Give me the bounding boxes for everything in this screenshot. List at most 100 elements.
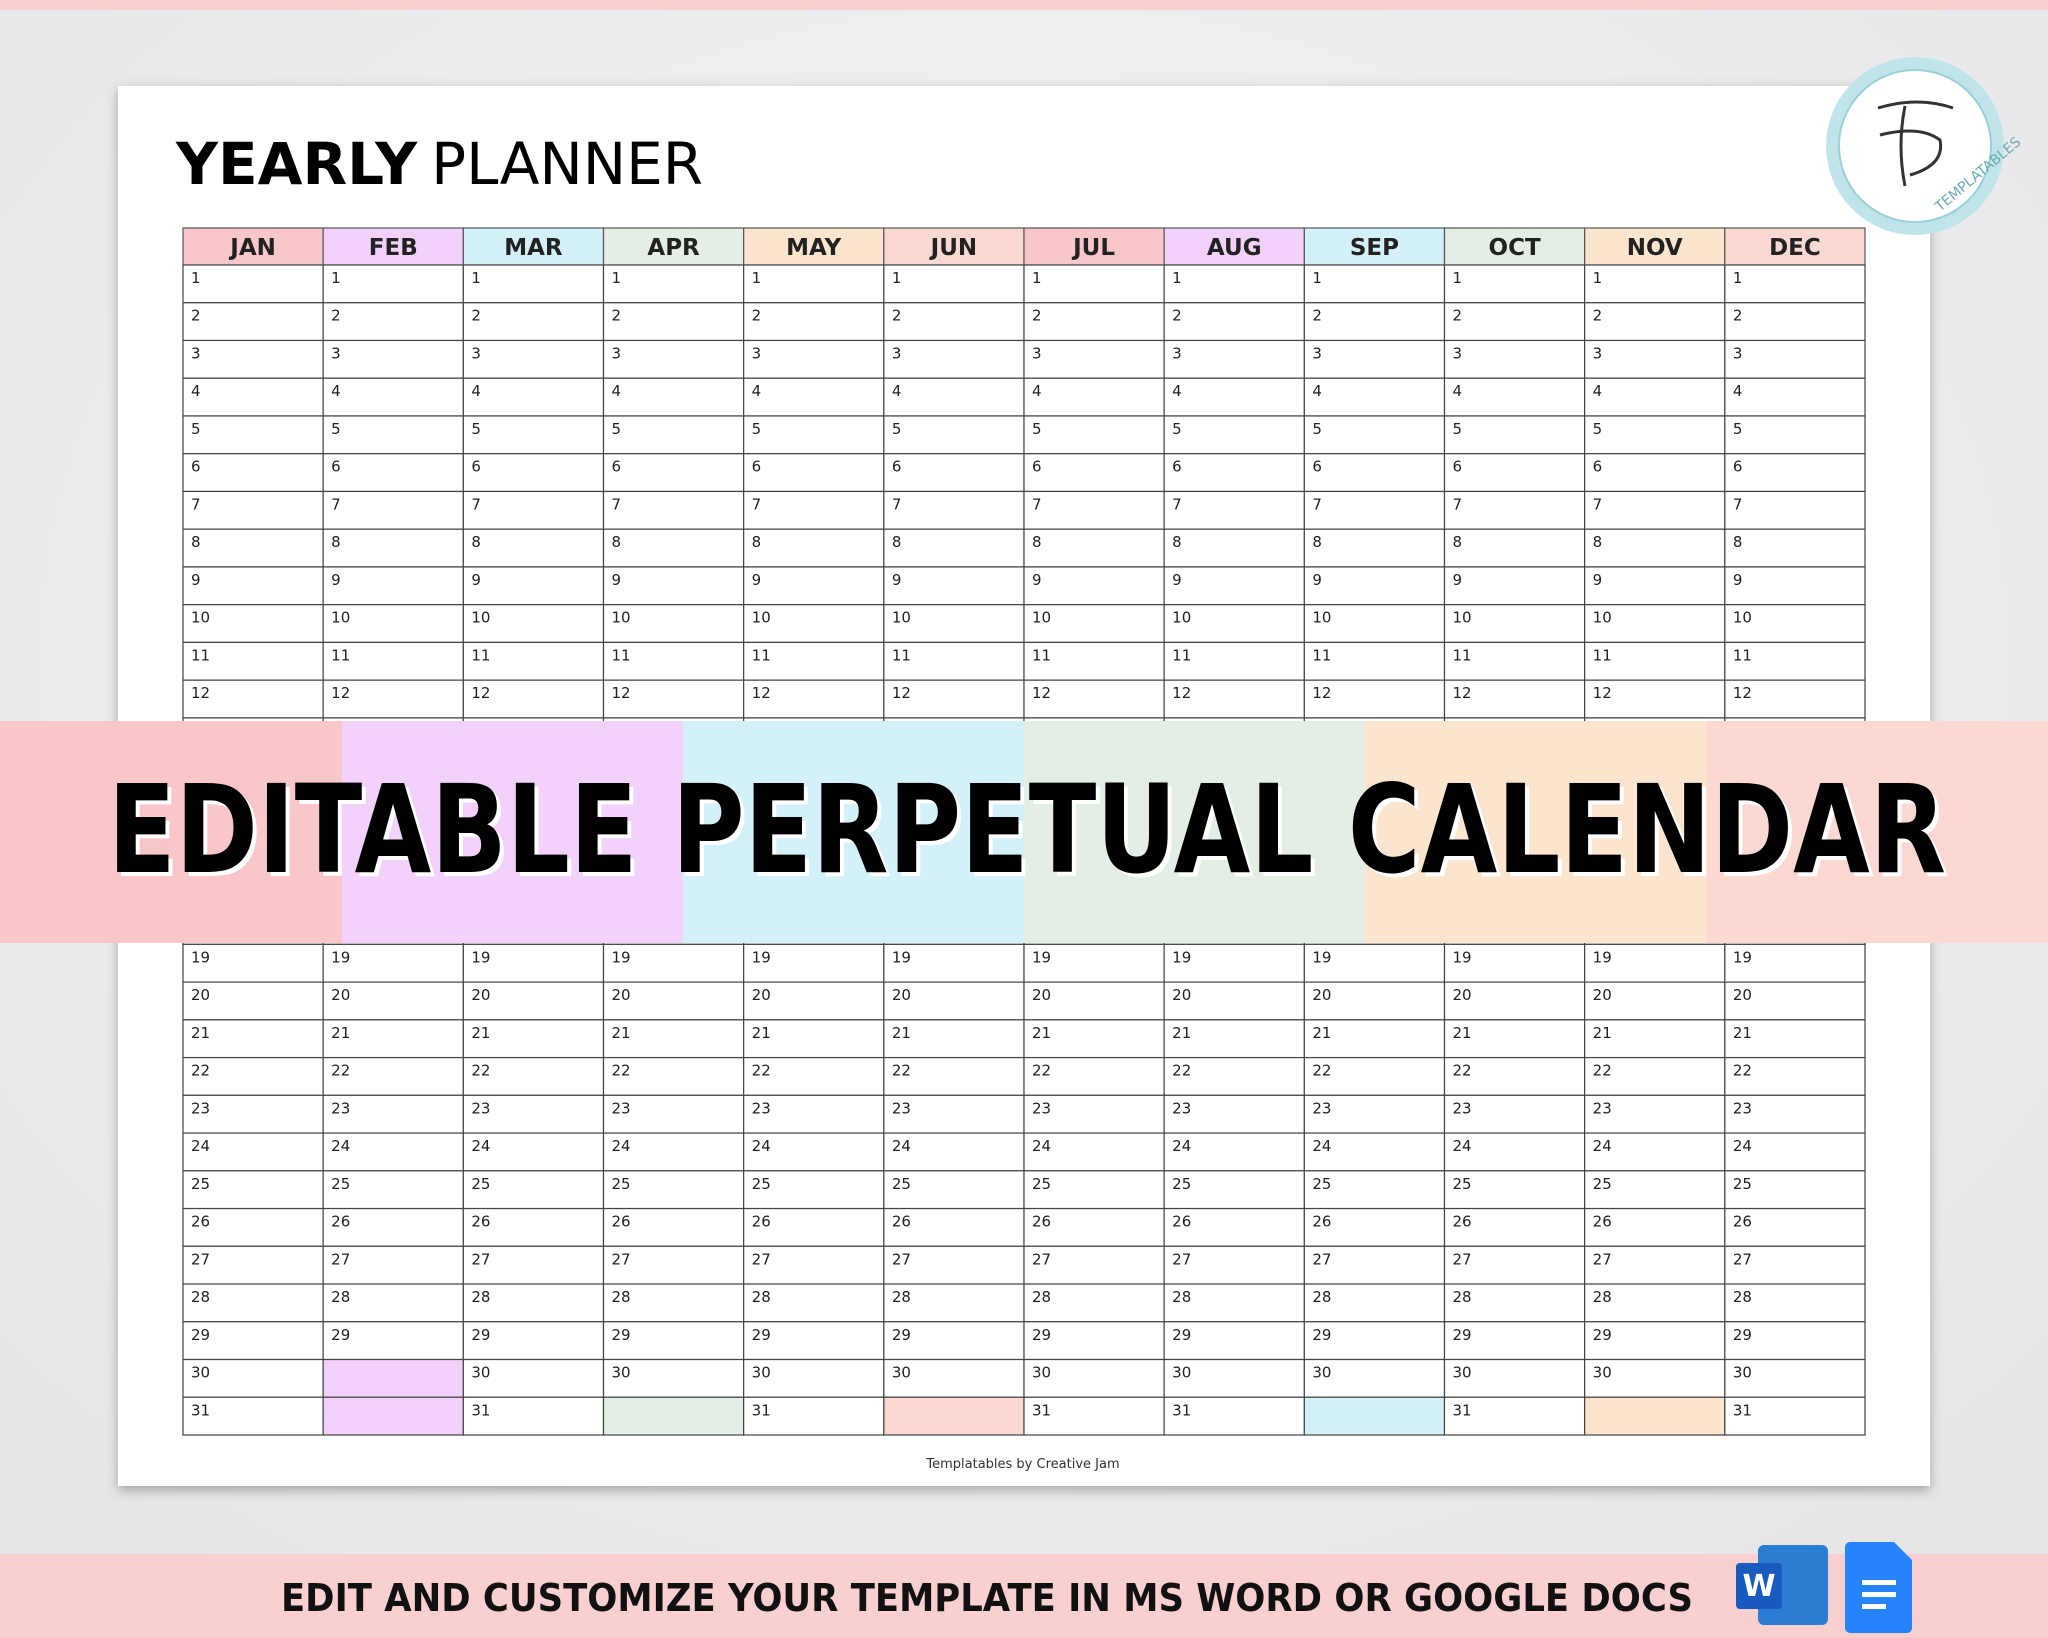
month-name: JUN [929,235,977,261]
banner-text: EDITABLE PERPETUAL CALENDAR [108,759,1946,901]
day-cell [883,604,1025,644]
day-cell [743,528,885,568]
day-cell [1023,1207,1165,1247]
day-number: 23 [1593,1099,1612,1117]
day-cell [602,1207,745,1247]
day-cell [602,1283,745,1323]
day-cell [1584,1283,1726,1323]
day-number: 12 [1453,684,1472,702]
day-cell [462,377,605,417]
day-number: 3 [331,344,341,362]
day-number: 1 [752,269,762,287]
day-cell [182,377,324,417]
day-number: 28 [471,1288,490,1306]
day-cell [1163,490,1305,530]
day-number: 10 [1312,609,1331,627]
day-number: 1 [191,269,201,287]
day-cell [1023,566,1165,606]
day-number: 24 [892,1137,911,1155]
month-header-bg [602,227,745,266]
day-number: 8 [1312,533,1322,551]
day-number: 7 [1593,495,1603,513]
day-cell [1443,1245,1586,1285]
day-cell [462,1132,605,1172]
day-cell [1443,1358,1586,1398]
day-number: 24 [1032,1137,1051,1155]
day-cell [182,604,324,644]
day-number: 22 [1312,1062,1331,1080]
day-number: 19 [752,948,771,966]
day-cell [602,377,745,417]
day-cell [1724,1056,1866,1096]
day-number: 2 [1312,307,1322,325]
day-cell [1724,1132,1866,1172]
day-cell [182,1358,324,1398]
day-number: 3 [1733,344,1743,362]
day-number: 27 [892,1250,911,1268]
month-header-bg [883,227,1025,266]
banner: EDITABLE PERPETUAL CALENDAR [0,721,2048,943]
day-cell [322,1170,464,1210]
day-number: 6 [1172,458,1182,476]
day-number: 9 [1593,571,1603,589]
day-number: 22 [471,1062,490,1080]
day-number: 20 [1733,986,1752,1004]
day-cell [462,528,605,568]
day-number: 4 [1453,382,1463,400]
day-cell [1724,490,1866,530]
day-number: 3 [1032,344,1042,362]
day-cell [602,453,745,493]
day-cell [1584,1056,1726,1096]
day-number: 9 [1172,571,1182,589]
month-name: OCT [1489,235,1541,261]
day-cell [1163,604,1305,644]
day-cell [182,679,324,719]
day-number: 24 [1733,1137,1752,1155]
day-cell [743,641,885,681]
day-cell [462,1056,605,1096]
day-cell [322,415,464,455]
month-name: SEP [1350,235,1399,261]
day-cell [883,1396,1025,1436]
day-number: 7 [1032,495,1042,513]
day-cell [1724,981,1866,1021]
day-number: 26 [191,1213,210,1231]
day-number: 27 [1733,1250,1752,1268]
day-cell [182,1396,324,1436]
day-number: 23 [471,1099,490,1117]
day-number: 12 [191,684,210,702]
day-cell [1023,377,1165,417]
day-cell [322,490,464,530]
day-cell [1443,1132,1586,1172]
day-number: 29 [752,1326,771,1344]
day-number: 25 [1593,1175,1612,1193]
day-number: 10 [1733,609,1752,627]
day-number: 23 [892,1099,911,1117]
day-number: 11 [1453,646,1472,664]
day-cell [182,302,324,342]
day-cell [322,264,464,304]
day-number: 10 [1593,609,1612,627]
day-number: 10 [1453,609,1472,627]
day-cell [1443,1056,1586,1096]
day-number: 3 [191,344,201,362]
day-number: 29 [1312,1326,1331,1344]
day-number: 29 [892,1326,911,1344]
day-number: 2 [331,307,341,325]
title: YEARLY PLANNER [175,130,703,198]
day-cell [883,1056,1025,1096]
day-cell [1303,1245,1446,1285]
day-number: 21 [1172,1024,1191,1042]
day-number: 1 [892,269,902,287]
day-cell [602,264,745,304]
month-name: APR [647,235,700,261]
day-cell [743,490,885,530]
day-cell [1584,490,1726,530]
day-cell [1023,1094,1165,1134]
day-number: 23 [612,1099,631,1117]
day-number: 10 [1032,609,1051,627]
day-cell [602,604,745,644]
day-cell [1724,604,1866,644]
day-number: 11 [1733,646,1752,664]
day-cell [322,1283,464,1323]
